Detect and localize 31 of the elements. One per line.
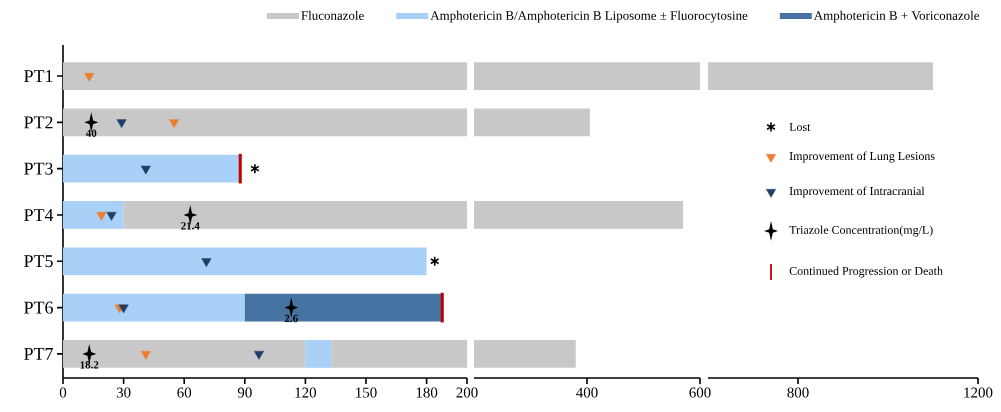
legend-label: Fluconazole xyxy=(301,10,364,20)
x-tick-label: 600 xyxy=(689,387,711,398)
legend-label: Continued Progression or Death xyxy=(789,266,943,278)
x-tick-label: 150 xyxy=(356,387,377,398)
legend-label: Improvement of Intracranial xyxy=(789,186,925,198)
x-tick-label: 90 xyxy=(237,387,252,398)
legend-label: Triazole Concentration(mg/L) xyxy=(789,225,933,237)
y-tick-label: PT1 xyxy=(24,70,53,82)
legend-label: Improvement of Lung Lesions xyxy=(789,151,935,163)
x-tick-label: 0 xyxy=(59,387,67,398)
annotation: 40 xyxy=(85,129,97,137)
x-tick-label: 120 xyxy=(295,387,317,398)
annotation: 21.4 xyxy=(181,222,200,230)
y-tick-label: PT5 xyxy=(24,255,53,268)
x-tick-label: 1200 xyxy=(964,387,993,398)
annotation: 2.6 xyxy=(284,314,298,323)
legend-label: Amphotericin B/Amphotericin B Liposome ± Fluorocytosine xyxy=(430,10,748,23)
y-tick-label: PT3 xyxy=(24,162,53,175)
x-tick-label: 30 xyxy=(116,387,131,398)
x-tick-label: 60 xyxy=(177,387,192,398)
legend-label: Lost xyxy=(789,123,811,131)
y-tick-label: PT7 xyxy=(24,348,53,360)
y-tick-label: PT4 xyxy=(24,209,54,221)
legend-label: Amphotericin B + Voriconazole xyxy=(813,10,980,23)
y-tick-label: PT6 xyxy=(24,301,53,314)
x-tick-label: 800 xyxy=(787,387,809,398)
x-tick-label: 400 xyxy=(576,387,598,398)
x-tick-label: 180 xyxy=(416,387,438,398)
x-tick-label: 200 xyxy=(456,387,478,398)
y-tick-label: PT2 xyxy=(24,116,53,129)
annotation: 18.2 xyxy=(80,361,99,369)
